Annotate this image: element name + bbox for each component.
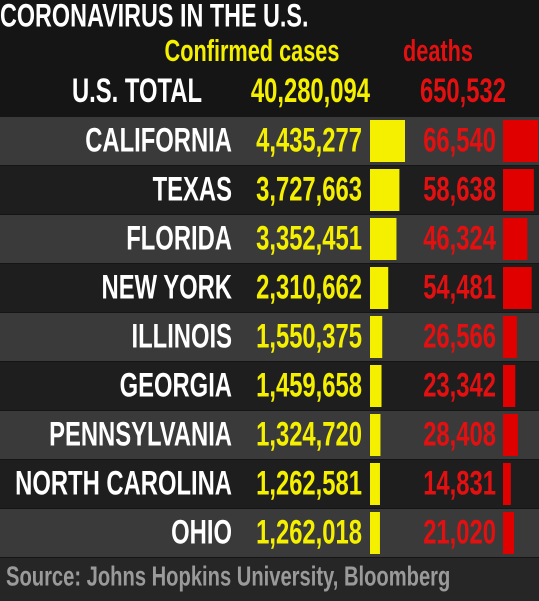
cases-bar bbox=[370, 365, 382, 407]
row-background bbox=[0, 313, 539, 361]
total-deaths: 650,532 bbox=[420, 72, 506, 110]
deaths-bar bbox=[503, 120, 538, 162]
row-background bbox=[0, 362, 539, 410]
cases-bar bbox=[370, 463, 380, 505]
state-label: OHIO bbox=[171, 513, 232, 551]
deaths-label: 14,831 bbox=[423, 464, 496, 502]
deaths-bar bbox=[503, 512, 515, 554]
row-background bbox=[0, 215, 539, 263]
row-background bbox=[0, 264, 539, 312]
deaths-label: 46,324 bbox=[423, 219, 496, 257]
row-background bbox=[0, 509, 539, 557]
state-label: ILLINOIS bbox=[132, 317, 232, 355]
deaths-label: 23,342 bbox=[423, 366, 496, 404]
cases-label: 3,352,451 bbox=[256, 219, 362, 257]
deaths-bar bbox=[503, 463, 511, 505]
cases-bar bbox=[370, 316, 383, 358]
cases-label: 2,310,662 bbox=[256, 268, 362, 306]
cases-label: 4,435,277 bbox=[256, 121, 362, 159]
state-label: CALIFORNIA bbox=[85, 121, 232, 159]
cases-label: 1,550,375 bbox=[256, 317, 362, 355]
cases-bar bbox=[370, 267, 389, 309]
cases-label: 3,727,663 bbox=[256, 170, 362, 208]
state-label: NEW YORK bbox=[102, 268, 233, 306]
row-background bbox=[0, 117, 539, 165]
deaths-header: deaths bbox=[403, 33, 473, 68]
state-label: NORTH CAROLINA bbox=[15, 464, 232, 502]
cases-bar bbox=[370, 218, 397, 260]
deaths-label: 26,566 bbox=[423, 317, 496, 355]
total-label: U.S. TOTAL bbox=[72, 72, 202, 110]
deaths-bar bbox=[503, 169, 534, 211]
cases-bar bbox=[370, 414, 381, 456]
deaths-bar bbox=[503, 267, 532, 309]
cases-label: 1,262,018 bbox=[256, 513, 362, 551]
state-label: TEXAS bbox=[153, 170, 232, 208]
deaths-label: 54,481 bbox=[423, 268, 496, 306]
row-background bbox=[0, 166, 539, 214]
deaths-label: 28,408 bbox=[423, 415, 496, 453]
row-background bbox=[0, 460, 539, 508]
deaths-bar bbox=[503, 218, 528, 260]
cases-header: Confirmed cases bbox=[165, 33, 340, 68]
deaths-label: 58,638 bbox=[423, 170, 496, 208]
cases-label: 1,262,581 bbox=[256, 464, 362, 502]
deaths-bar bbox=[503, 316, 517, 358]
deaths-label: 66,540 bbox=[423, 121, 496, 159]
cases-label: 1,459,658 bbox=[256, 366, 362, 404]
deaths-bar bbox=[503, 414, 518, 456]
footer-background bbox=[0, 558, 539, 601]
state-label: GEORGIA bbox=[120, 366, 232, 404]
title: CORONAVIRUS IN THE U.S. bbox=[0, 0, 308, 33]
cases-label: 1,324,720 bbox=[256, 415, 362, 453]
state-label: FLORIDA bbox=[126, 219, 232, 257]
row-background bbox=[0, 411, 539, 459]
source: Source: Johns Hopkins University, Bloomb… bbox=[6, 560, 450, 591]
state-label: PENNSYLVANIA bbox=[49, 415, 232, 453]
total-cases: 40,280,094 bbox=[251, 72, 370, 110]
cases-bar bbox=[370, 120, 405, 162]
cases-bar bbox=[370, 169, 400, 211]
deaths-label: 21,020 bbox=[423, 513, 496, 551]
deaths-bar bbox=[503, 365, 516, 407]
cases-bar bbox=[370, 512, 380, 554]
